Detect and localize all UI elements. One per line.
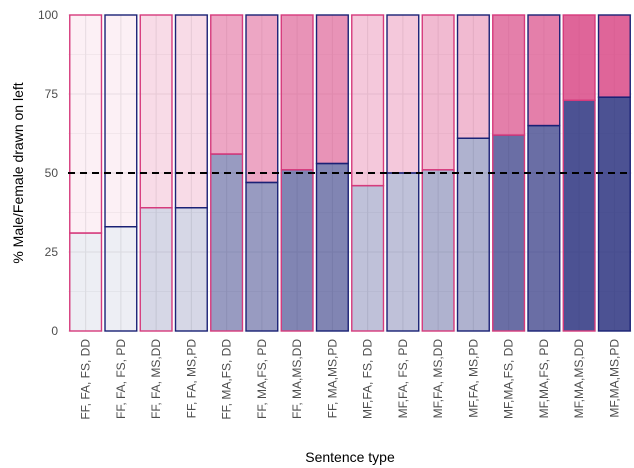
y-tick-label: 0 — [51, 324, 58, 338]
x-tick-label: MF,MA,MS,PD — [607, 339, 621, 418]
bar-segment-male — [527, 124, 561, 332]
y-tick-label: 75 — [45, 87, 59, 101]
bar-segment-female — [210, 14, 244, 155]
x-tick-label: MF,MA,MS,DD — [572, 339, 586, 419]
x-tick-label: FF, MA,FS, DD — [220, 339, 234, 420]
bar-segment-female — [527, 14, 561, 127]
bar-segment-male — [597, 96, 631, 332]
bar-segment-female — [245, 14, 279, 184]
bar-segment-male — [386, 172, 420, 332]
bar-segment-female — [597, 14, 631, 98]
bar-segment-female — [351, 14, 385, 187]
bar-segment-female — [174, 14, 208, 209]
bar-segment-male — [104, 226, 138, 332]
bar-segment-female — [280, 14, 314, 171]
x-tick-label: MF,MA,FS, PD — [537, 339, 551, 419]
x-tick-label: FF, MA,MS,PD — [325, 339, 339, 419]
x-axis-title: Sentence type — [305, 449, 395, 465]
bars — [69, 14, 631, 332]
bar-segment-female — [69, 14, 103, 234]
bar-segment-female — [386, 14, 420, 174]
x-tick-label: MF,FA, FS, PD — [396, 339, 410, 419]
x-tick-label: MF,FA, MS,PD — [466, 339, 480, 418]
y-tick-label: 25 — [45, 245, 59, 259]
bar-segment-male — [421, 169, 455, 332]
bar-segment-female — [104, 14, 138, 228]
bar-segment-male — [280, 169, 314, 332]
y-axis-ticks: 0 25 50 75 100 — [38, 8, 58, 338]
bar-segment-female — [456, 14, 490, 139]
y-axis-title: % Male/Female drawn on left — [10, 82, 26, 263]
y-tick-label: 50 — [45, 166, 59, 180]
bar-segment-female — [492, 14, 526, 136]
x-tick-label: FF, FA, MS,DD — [149, 339, 163, 419]
x-tick-label: FF, FA, MS,PD — [184, 339, 198, 419]
x-tick-label: MF,MA,FS, DD — [502, 339, 516, 419]
bar-segment-male — [562, 99, 596, 332]
bar-segment-female — [315, 14, 349, 165]
x-tick-label: FF, FA, FS, DD — [79, 339, 93, 420]
bar-segment-male — [139, 207, 173, 332]
bar-segment-male — [69, 232, 103, 332]
x-tick-label: FF, MA,FS, PD — [255, 339, 269, 419]
x-tick-label: MF,FA, MS,DD — [431, 339, 445, 419]
bar-segment-male — [210, 153, 244, 332]
x-tick-label: FF, MA,MS,DD — [290, 339, 304, 419]
bar-segment-male — [315, 162, 349, 332]
bar-segment-male — [174, 207, 208, 332]
bar-segment-female — [139, 14, 173, 209]
bar-segment-male — [492, 134, 526, 332]
bar-segment-female — [562, 14, 596, 102]
x-tick-label: MF,FA, FS, DD — [361, 339, 375, 419]
bar-segment-male — [245, 181, 279, 332]
bar-segment-male — [456, 137, 490, 332]
bar-segment-male — [351, 184, 385, 332]
y-tick-label: 100 — [38, 8, 58, 22]
x-tick-label: FF, FA, FS, PD — [114, 339, 128, 419]
bar-segment-female — [421, 14, 455, 171]
x-axis-ticks: FF, FA, FS, DD FF, FA, FS, PD FF, FA, MS,D… — [79, 339, 622, 420]
